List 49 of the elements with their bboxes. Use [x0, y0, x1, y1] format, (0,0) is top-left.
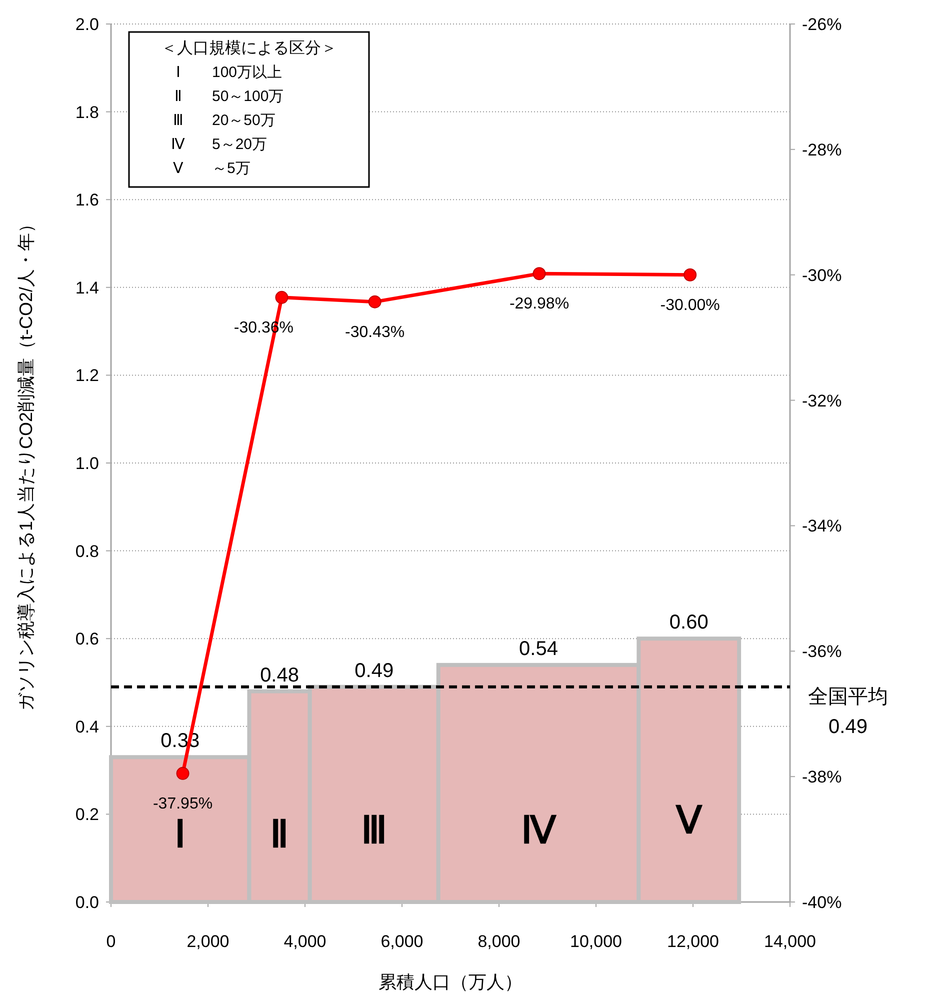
note-box: ＜人口規模による区分＞ Ⅰ 100万以上 Ⅱ 50～100万 Ⅲ 20～50万 Ⅳ 5～20万 Ⅴ ～5万: [128, 31, 370, 188]
annotation: Ⅳ: [521, 810, 558, 852]
point: [176, 766, 190, 780]
y2-tick-label: -36%: [802, 642, 842, 662]
ref-line-label: 全国平均 0.49: [808, 686, 888, 738]
x-tick-label: 4,000: [284, 932, 326, 951]
y2-tick-label: -40%: [802, 893, 842, 912]
y-tick-label: 0.6: [75, 630, 99, 649]
data-label: 0.60: [669, 612, 708, 634]
data-label: -29.98%: [509, 296, 570, 313]
data-label: 0.49: [354, 660, 394, 682]
y-tick-label: 1.4: [75, 278, 99, 298]
point: [684, 268, 697, 282]
annotation: Ⅲ: [361, 810, 388, 852]
x-tick-label: 0: [106, 932, 116, 951]
y2-tick-label: -30%: [802, 266, 842, 285]
data-label: -30.43%: [345, 324, 405, 341]
x-tick-label: 10,000: [570, 932, 622, 951]
point: [275, 290, 288, 304]
y-tick-label: 0.8: [75, 542, 99, 561]
y-tick-label: 1.6: [75, 190, 99, 210]
x-tick-label: 14,000: [764, 932, 816, 951]
data-label: -37.95%: [152, 795, 213, 812]
annotation: Ⅰ: [174, 814, 186, 856]
y-tick-label: 1.2: [75, 366, 99, 386]
point: [532, 267, 546, 280]
y2-tick-label: -34%: [802, 516, 842, 536]
data-label: 0.48: [260, 664, 300, 686]
y2-tick-label: -28%: [802, 140, 842, 160]
y-tick-label: 0.0: [75, 893, 99, 912]
x-tick-label: 2,000: [186, 932, 230, 951]
x-tick-label: 8,000: [478, 932, 520, 951]
x-tick-label: 6,000: [380, 932, 424, 951]
y2-tick-label: -32%: [802, 391, 842, 410]
y-axis-title: ガソリン税導入による1人当たりCO2削減量（t-CO2/人・年）: [16, 214, 36, 712]
y-tick-label: 1.8: [75, 102, 99, 122]
y2-tick-label: -38%: [802, 768, 842, 787]
data-label: 0.54: [519, 638, 558, 660]
annotation: Ⅴ: [674, 800, 703, 842]
x-tick-label: 12,000: [667, 932, 719, 951]
y-tick-label: 2.0: [75, 15, 99, 34]
data-label: -30.00%: [660, 296, 720, 314]
y-tick-label: 1.0: [75, 454, 99, 473]
x-axis-title: 累積人口（万人）: [378, 972, 522, 992]
y-tick-label: 0.4: [75, 717, 99, 736]
y2-tick-label: -26%: [802, 15, 842, 34]
point: [368, 295, 382, 308]
y-tick-label: 0.2: [75, 805, 99, 824]
annotation: Ⅱ: [270, 814, 290, 856]
